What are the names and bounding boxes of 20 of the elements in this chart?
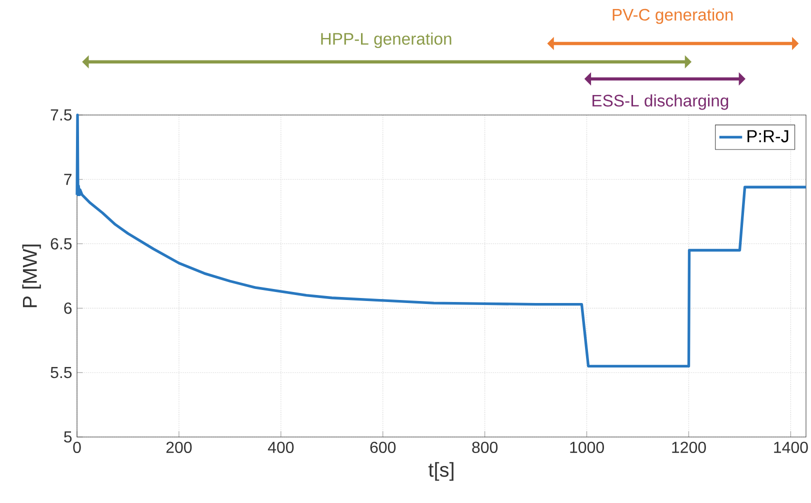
x-tick-label: 1400 bbox=[774, 442, 808, 454]
x-tick-label: 800 bbox=[472, 442, 498, 454]
y-tick-label: 7 bbox=[64, 174, 72, 185]
legend-label: P:R-J bbox=[748, 130, 788, 142]
y-tick-label: 5.5 bbox=[50, 367, 72, 378]
x-axis-title: t[s] bbox=[428, 462, 454, 481]
y-tick-label: 6 bbox=[64, 302, 72, 314]
y-tick-label: 6.5 bbox=[50, 238, 72, 250]
x-tick-label: 1200 bbox=[672, 442, 706, 454]
y-axis-title: P [MW] bbox=[22, 244, 41, 308]
y-tick-label: 7.5 bbox=[50, 109, 72, 121]
text: HPP-L generation bbox=[321, 32, 452, 48]
x-tick-label: 200 bbox=[166, 442, 192, 454]
text: PV-C generation bbox=[612, 8, 733, 24]
x-tick-label: 400 bbox=[268, 442, 294, 454]
x-tick-label: 1000 bbox=[570, 442, 604, 454]
y-tick-label: 5 bbox=[64, 431, 72, 443]
x-tick-label: 600 bbox=[370, 442, 396, 454]
x-tick-label: 0 bbox=[73, 442, 81, 454]
text: ESS-L discharging bbox=[592, 94, 728, 110]
